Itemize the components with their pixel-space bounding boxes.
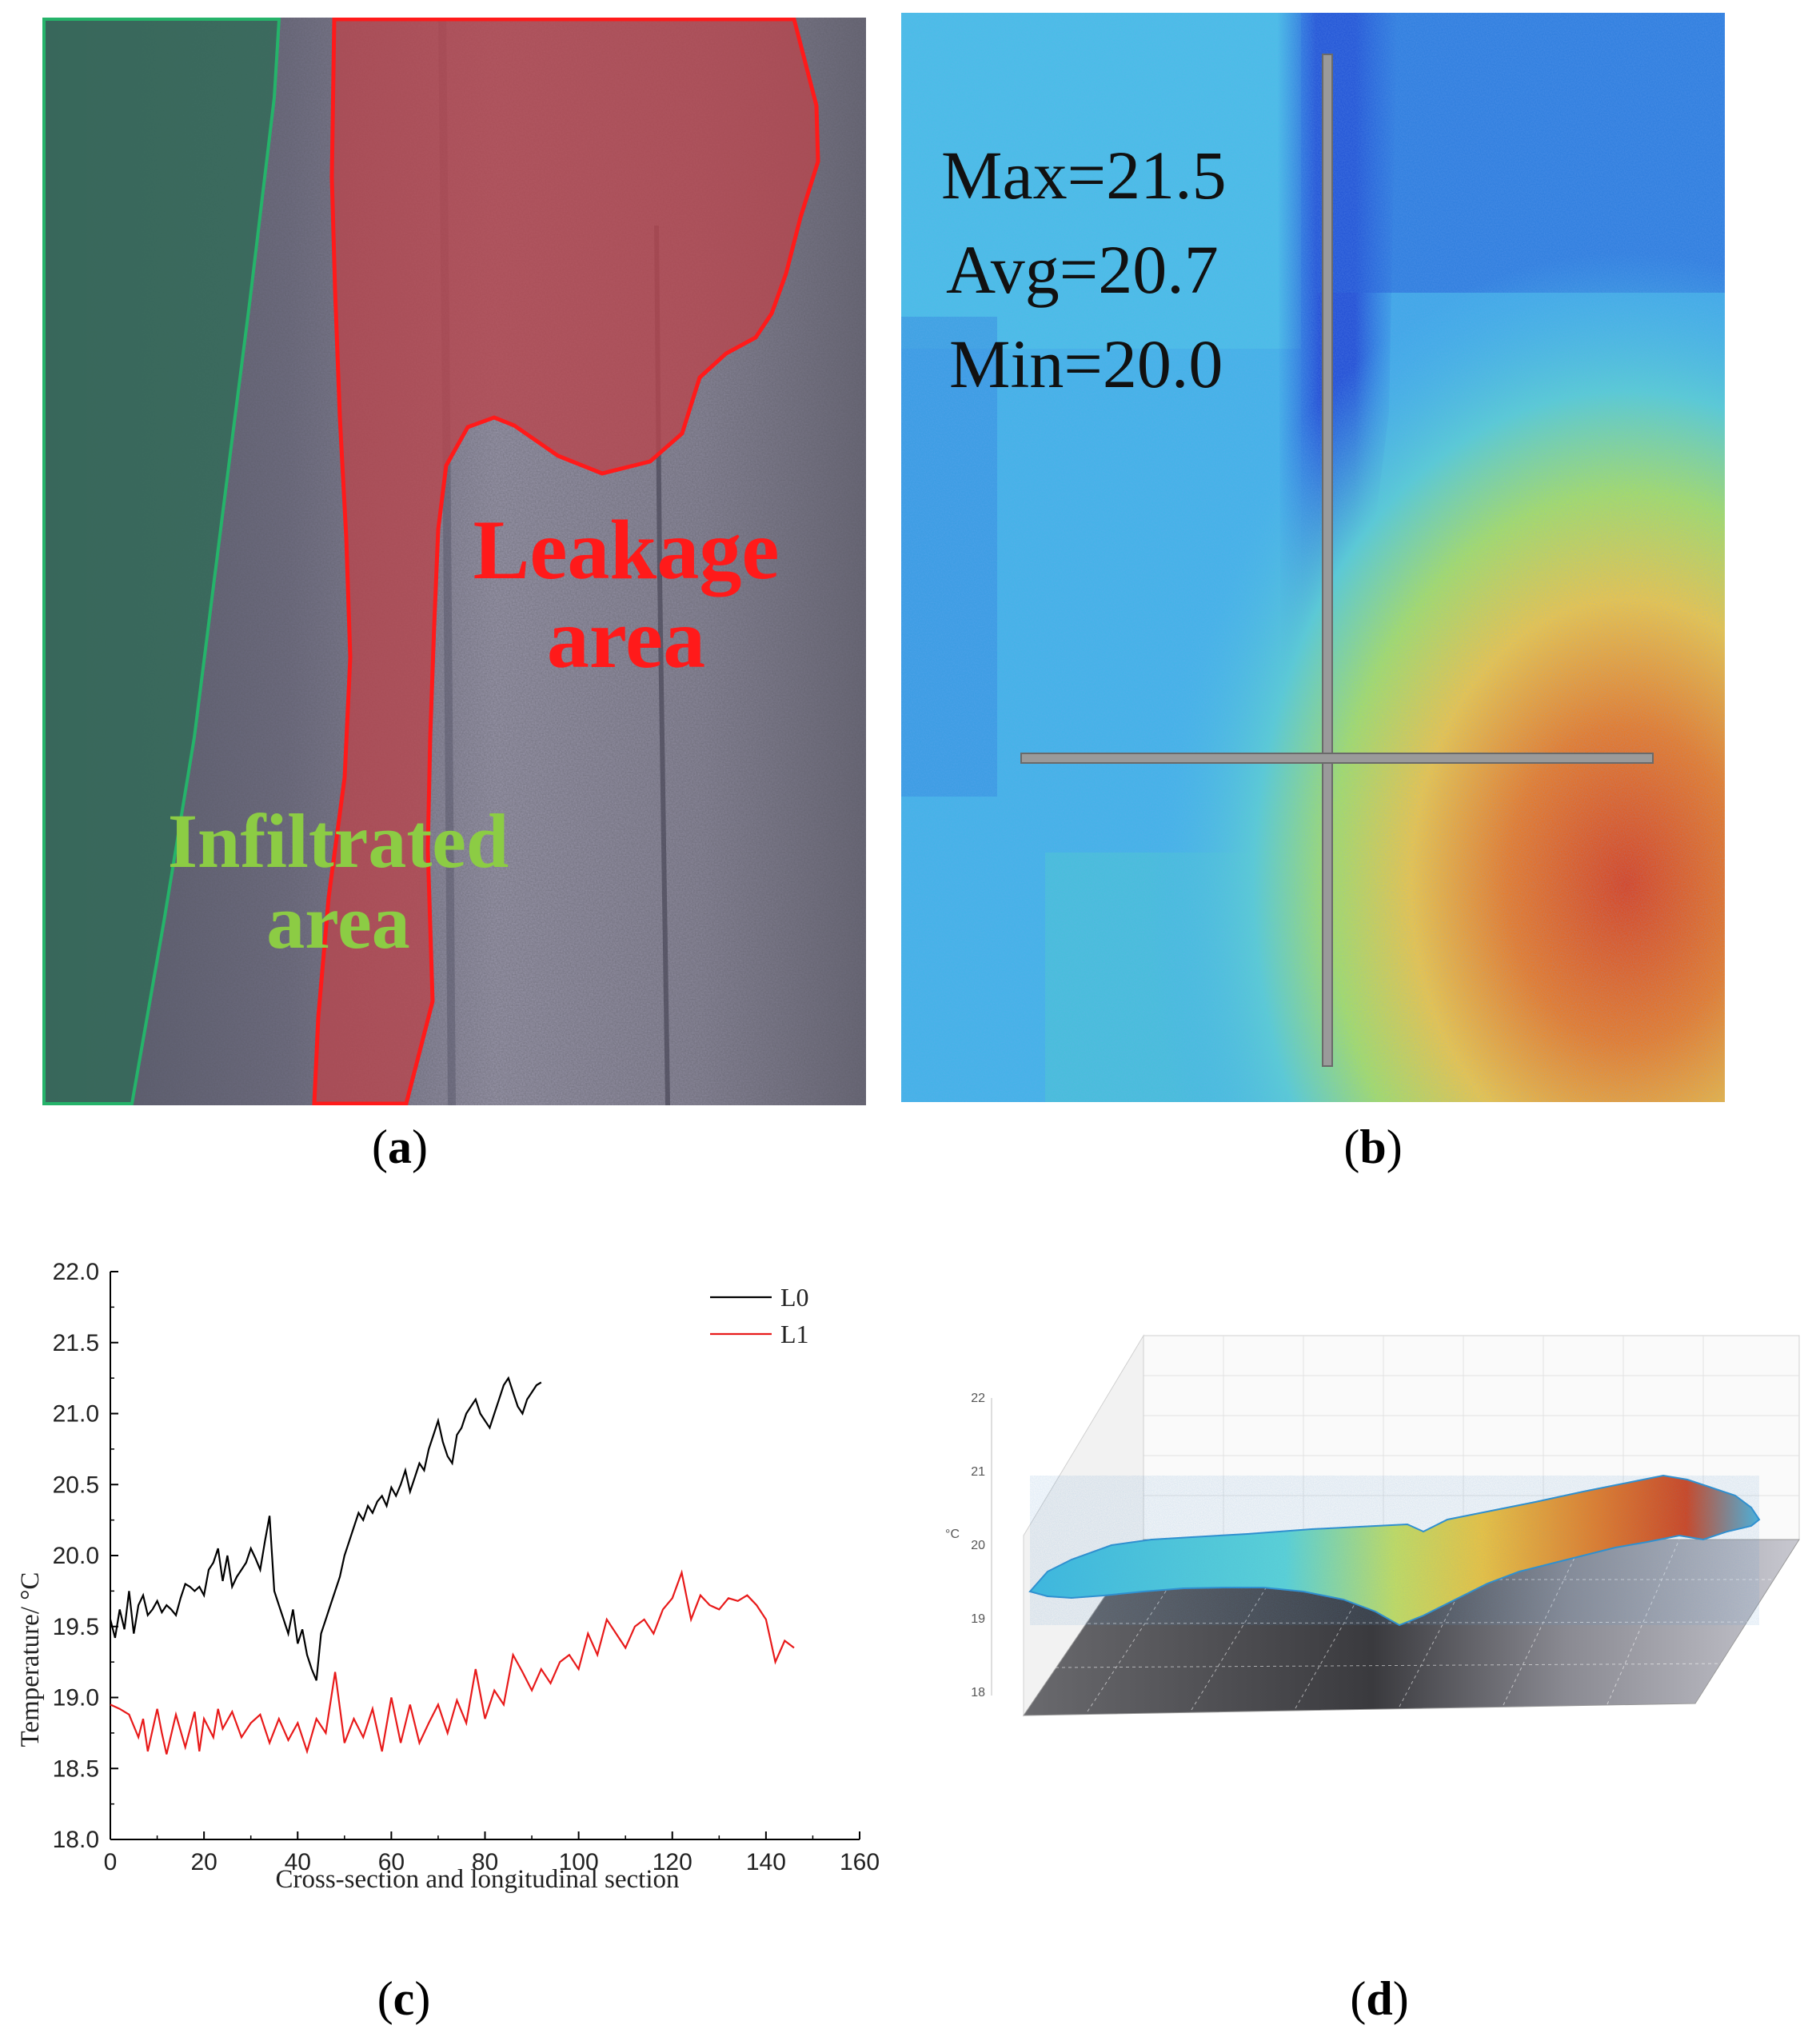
y-axis-title: Temperature/ °C: [16, 1572, 45, 1747]
y-tick-label: 18.5: [53, 1755, 99, 1782]
z-axis: 22 21 20 19 18 °C: [945, 1392, 992, 1700]
legend-label-l0: L0: [780, 1283, 809, 1312]
x-tick-label: 100: [559, 1849, 599, 1875]
caption-c: (c): [377, 1972, 431, 2025]
z-unit-label: °C: [945, 1528, 960, 1541]
leakage-region: [312, 18, 820, 1105]
y-tick-label: 20.0: [53, 1543, 99, 1569]
chart-axes: 0 20 40 60 80 100 120 140 160 18.0 18.5 19.0 19.5 20.…: [53, 1259, 880, 1875]
x-axis-title: Cross-section and longitudinal section: [275, 1865, 679, 1894]
panel-a: Leakage area Infiltrated area: [42, 18, 866, 1105]
y-tick-label: 22.0: [53, 1259, 99, 1285]
z-tick-21: 21: [971, 1465, 985, 1479]
temperature-line-chart: 0 20 40 60 80 100 120 140 160 18.0 18.5 19.0 19.5 20.…: [16, 1259, 880, 1894]
y-tick-label: 21.5: [53, 1330, 99, 1356]
z-tick-22: 22: [971, 1392, 985, 1405]
panel-b: Max=21.5 Avg=20.7 Min=20.0: [901, 13, 1725, 1102]
crosshair-vertical: [1322, 54, 1333, 1067]
x-tick-label: 60: [378, 1849, 405, 1875]
y-tick-label: 21.0: [53, 1401, 99, 1428]
infiltrated-region: [42, 18, 281, 1105]
caption-d: (d): [1350, 1972, 1409, 2025]
x-tick-label: 40: [285, 1849, 311, 1875]
legend-label-l1: L1: [780, 1320, 809, 1348]
series-line-l0: [109, 1376, 542, 1681]
series-line-l1: [110, 1569, 795, 1755]
y-tick-label: 20.5: [53, 1472, 99, 1498]
y-tick-label: 18.0: [53, 1827, 99, 1853]
y-tick-label: 19.5: [53, 1614, 99, 1640]
x-tick-label: 120: [653, 1849, 692, 1875]
panel-d: 22 21 20 19 18 °C: [928, 1328, 1815, 1887]
x-tick-label: 80: [472, 1849, 498, 1875]
stat-max: Max=21.5: [941, 137, 1227, 214]
x-tick-label: 20: [190, 1849, 217, 1875]
z-tick-20: 20: [971, 1539, 985, 1552]
caption-a: (a): [372, 1120, 428, 1173]
z-tick-18: 18: [971, 1686, 985, 1700]
x-tick-label: 160: [840, 1849, 880, 1875]
leakage-area-label: Leakage area: [473, 503, 780, 686]
panel-c: 0 20 40 60 80 100 120 140 160 18.0 18.5 19.0 19.5 20.…: [0, 1248, 888, 1911]
caption-b: (b): [1343, 1120, 1403, 1173]
crosshair-horizontal: [1020, 753, 1654, 764]
surface-3d-plot: 22 21 20 19 18 °C: [945, 1334, 1800, 1717]
x-tick-label: 140: [746, 1849, 786, 1875]
infiltrated-area-label: Infiltrated area: [167, 798, 509, 965]
chart-series: [109, 1376, 795, 1755]
wall-photo-image: [42, 18, 866, 1105]
x-tick-label: 0: [104, 1849, 118, 1875]
thermal-image: [901, 13, 1725, 1102]
stat-avg: Avg=20.7: [946, 231, 1219, 308]
stat-min: Min=20.0: [949, 326, 1223, 402]
z-tick-19: 19: [971, 1612, 985, 1626]
y-tick-label: 19.0: [53, 1685, 99, 1711]
